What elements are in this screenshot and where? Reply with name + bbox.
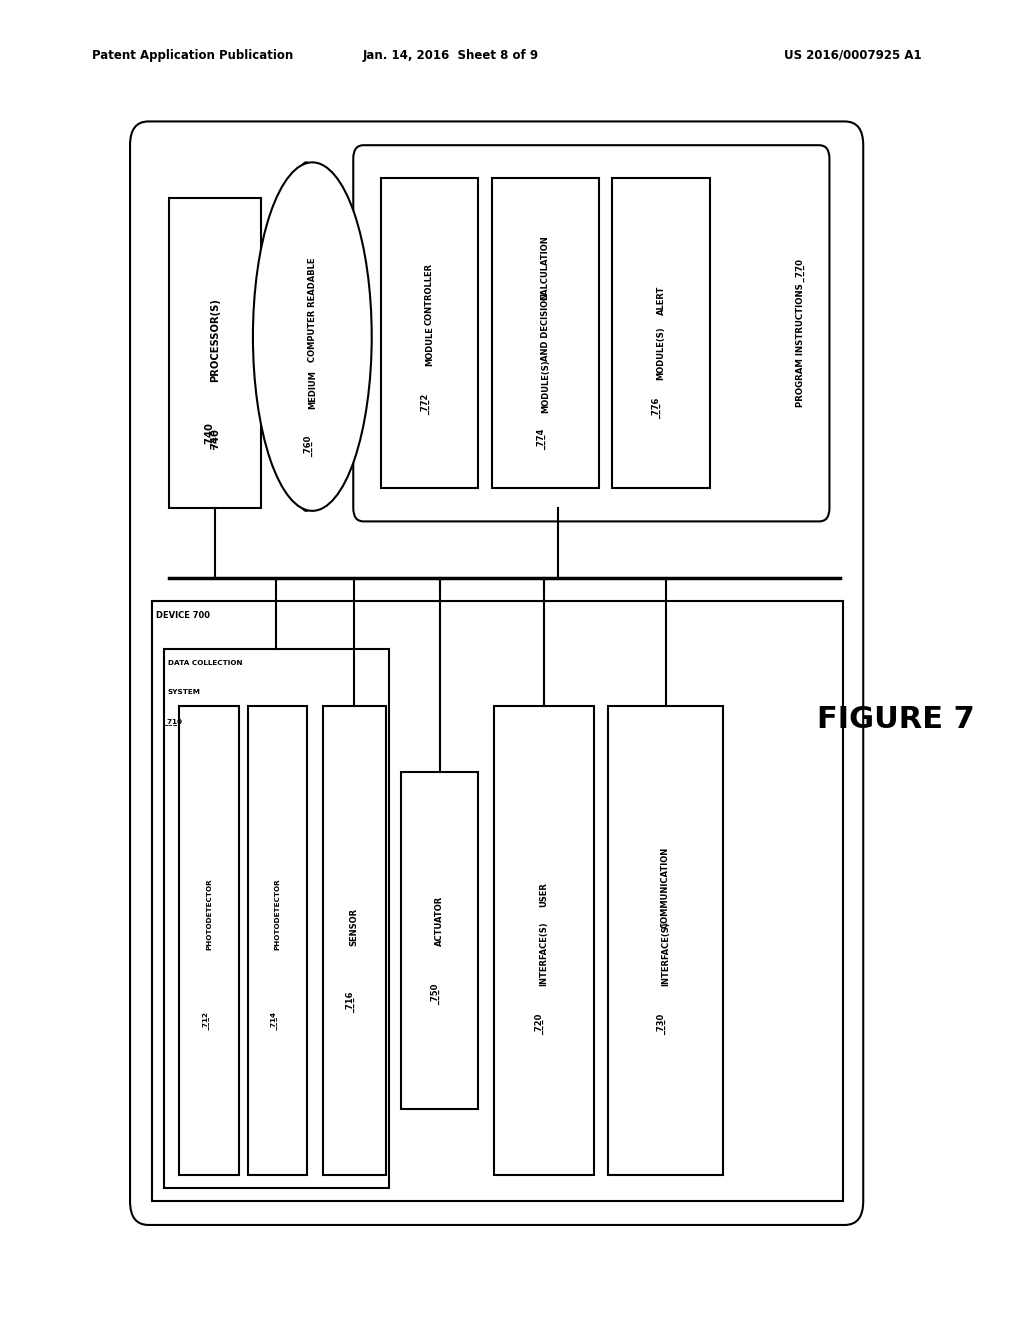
Ellipse shape	[286, 162, 327, 511]
Text: SENSOR: SENSOR	[350, 908, 358, 946]
Bar	[164, 649, 389, 1188]
Bar	[492, 178, 599, 488]
Text: ̲7̲4̲0: ̲7̲4̲0	[210, 429, 220, 449]
Text: Jan. 14, 2016  Sheet 8 of 9: Jan. 14, 2016 Sheet 8 of 9	[362, 49, 539, 62]
Text: CONTROLLER: CONTROLLER	[425, 263, 434, 325]
Text: DATA COLLECTION: DATA COLLECTION	[168, 660, 243, 667]
Text: PROCESSOR(S): PROCESSOR(S)	[210, 298, 220, 381]
Text: ̲7̲1̲6: ̲7̲1̲6	[350, 995, 358, 1012]
Text: PHOTODETECTOR: PHOTODETECTOR	[274, 878, 281, 950]
Text: PROGRAM INSTRUCTIONS  ̲7̲7̲0: PROGRAM INSTRUCTIONS ̲7̲7̲0	[797, 259, 805, 408]
Text: ̲7̲3̲0: ̲7̲3̲0	[662, 1018, 670, 1035]
Text: ̲7̲2̲0: ̲7̲2̲0	[540, 1018, 548, 1035]
Text: COMMUNICATION: COMMUNICATION	[662, 847, 670, 928]
FancyBboxPatch shape	[353, 145, 829, 521]
Bar	[381, 178, 478, 488]
Text: US 2016/0007925 A1: US 2016/0007925 A1	[784, 49, 922, 62]
Text: ALERT: ALERT	[656, 285, 666, 315]
Text: ̲7̲1̲0: ̲7̲1̲0	[168, 718, 183, 725]
Text: 740: 740	[210, 429, 220, 449]
Text: PHOTODETECTOR: PHOTODETECTOR	[206, 878, 212, 950]
Text: ̲7̲7̲4: ̲7̲7̲4	[541, 433, 550, 450]
Bar	[169, 198, 261, 508]
Text: MODULE(S): MODULE(S)	[656, 326, 666, 380]
Text: COMPUTER READABLE: COMPUTER READABLE	[308, 257, 316, 363]
Bar	[494, 706, 594, 1175]
Text: DEVICE 700: DEVICE 700	[156, 611, 210, 620]
Bar	[323, 706, 386, 1175]
Text: INTERFACE(S): INTERFACE(S)	[662, 921, 670, 986]
Text: ̲7̲5̲0: ̲7̲5̲0	[435, 987, 444, 1005]
Bar	[608, 706, 723, 1175]
Text: ̲7̲7̲2: ̲7̲7̲2	[425, 397, 434, 414]
Text: ̲7̲1̲2: ̲7̲1̲2	[206, 1015, 212, 1030]
Text: ̲7̲1̲4: ̲7̲1̲4	[274, 1015, 281, 1030]
Text: SYSTEM: SYSTEM	[168, 689, 201, 696]
Text: MODULE: MODULE	[425, 326, 434, 367]
Text: INTERFACE(S): INTERFACE(S)	[540, 921, 548, 986]
Text: USER: USER	[540, 882, 548, 907]
Text: FIGURE 7: FIGURE 7	[817, 705, 975, 734]
Text: ̲7̲7̲6: ̲7̲7̲6	[656, 401, 666, 418]
Bar	[179, 706, 239, 1175]
Bar	[152, 601, 843, 1201]
Bar	[248, 706, 307, 1175]
Bar	[612, 178, 710, 488]
FancyBboxPatch shape	[130, 121, 863, 1225]
Text: MODULE(S): MODULE(S)	[541, 359, 550, 413]
Text: Patent Application Publication: Patent Application Publication	[92, 49, 294, 62]
Text: CALCULATION: CALCULATION	[541, 235, 550, 300]
Bar	[401, 772, 478, 1109]
Text: MEDIUM: MEDIUM	[308, 370, 316, 409]
Text: AND DECISION: AND DECISION	[541, 293, 550, 360]
Ellipse shape	[253, 162, 372, 511]
Text: ̲7̲6̲0: ̲7̲6̲0	[308, 440, 316, 458]
Text: ACTUATOR: ACTUATOR	[435, 895, 444, 946]
